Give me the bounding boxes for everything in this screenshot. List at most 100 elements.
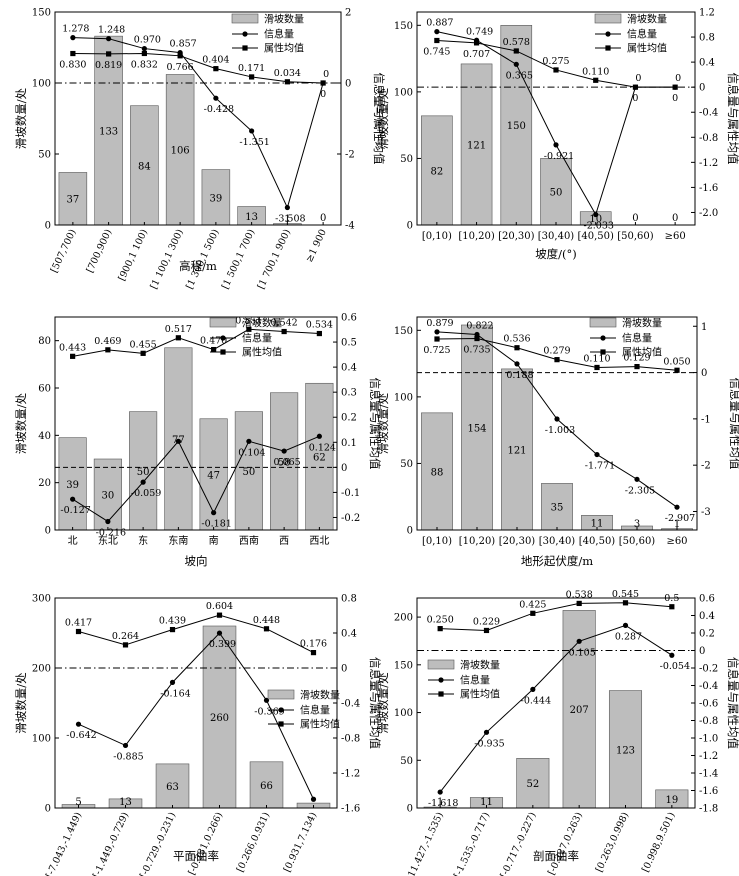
attr-mean-point-8 <box>316 330 322 337</box>
legend-label-1: 滑坡数量 <box>622 317 662 330</box>
bar-label-6: 3 <box>634 519 640 530</box>
info-label-5: -1.771 <box>585 461 615 472</box>
y-right-tick-3: 0 <box>345 79 351 90</box>
plot-frame <box>54 11 342 226</box>
attr-label-5: 0.448 <box>253 615 280 626</box>
info-label-2: 1.248 <box>98 25 125 36</box>
info-label-4: 0.857 <box>170 39 197 50</box>
y-right-tick-6: 0 <box>699 83 705 94</box>
attr-mean-point-1 <box>70 353 76 359</box>
attr-mean-point-4 <box>554 357 560 363</box>
x-tick-2: [-1.449,-0.729) <box>91 811 131 876</box>
attr-label-7: 0.050 <box>663 356 690 367</box>
info-label-8: 0.124 <box>309 442 336 453</box>
x-tick-3: [900,1 100) <box>117 228 151 283</box>
info-label-1: -0.127 <box>60 505 90 516</box>
y-right-tick-9: 0.6 <box>341 313 357 324</box>
info-label-3: 0.365 <box>506 70 533 81</box>
attr-label-4: 0.275 <box>542 56 569 67</box>
y-right-tick-12: 0.4 <box>699 611 715 622</box>
info-label-2: 0.749 <box>466 26 493 37</box>
bar-label-4: 50 <box>550 188 563 199</box>
info-label-6: 0.104 <box>238 447 265 458</box>
info-value-point-1 <box>70 496 76 502</box>
attr-label-4: 0.517 <box>165 324 192 335</box>
attr-mean-line <box>78 614 314 654</box>
bar-label-1: 37 <box>67 195 80 206</box>
chart-panel-6: 1 115220712319-1.618-0.935-0.4440.1050.28… <box>376 589 739 876</box>
x-tick-7: 西 <box>279 536 289 547</box>
attr-mean-point-2 <box>483 627 490 634</box>
y-right-tick-5: 1 <box>701 322 707 333</box>
y-left-tick-2: 20 <box>38 478 51 489</box>
x-tick-1: [-11.427,-1.535) <box>403 811 446 876</box>
chart-panel-3: 3930507747505862-0.127-0.216-0.059-0.181… <box>14 313 382 569</box>
y-left-tick-4: 300 <box>32 594 51 605</box>
y-right-tick-7: 0.4 <box>699 58 715 69</box>
info-value-line <box>439 624 673 793</box>
attr-label-1: 0.417 <box>65 618 92 629</box>
y-left-axis-label: 滑坡数量/处 <box>14 672 28 734</box>
attr-label-4: 0.279 <box>543 346 570 357</box>
y-right-tick-1: -4 <box>345 221 355 232</box>
y-right-tick-1: -1.6 <box>341 804 360 815</box>
attr-mean-point-6 <box>669 604 675 610</box>
attr-label-1: 0.745 <box>423 47 450 58</box>
info-label-6: -2.305 <box>625 485 655 496</box>
legend-label-2: 信息量 <box>460 674 490 687</box>
y-right-tick-2: -1.6 <box>699 183 718 194</box>
y-right-axis-label: 信息量与属性均值 <box>726 73 739 165</box>
bar-label-3: 52 <box>526 779 539 790</box>
legend-bar-swatch <box>267 689 295 700</box>
y-right-tick-5: 0.2 <box>341 413 357 424</box>
attr-mean-point-4 <box>175 335 181 341</box>
bar-label-4: 207 <box>570 705 589 716</box>
bar-label-6: 13 <box>245 212 258 223</box>
bar-label-6: 50 <box>243 467 256 478</box>
bar-label-3: 150 <box>507 121 526 132</box>
info-label-5: -2.033 <box>584 221 614 232</box>
attr-label-5: 0.404 <box>202 55 229 66</box>
y-left-tick-2: 50 <box>400 154 413 165</box>
y-left-tick-3: 100 <box>394 87 413 98</box>
info-value-point-6 <box>310 796 317 802</box>
info-label-7: -2.907 <box>665 513 695 524</box>
attr-mean-point-2 <box>105 347 111 353</box>
y-right-tick-11: 0.2 <box>699 629 715 640</box>
bar-label-2: 13 <box>119 797 132 808</box>
legend-bar-swatch <box>589 317 617 328</box>
attr-mean-point-4 <box>553 67 559 73</box>
y-left-tick-3: 100 <box>394 708 413 719</box>
bar-label-8: 62 <box>313 453 326 464</box>
info-value-point-6 <box>249 128 255 134</box>
bar-2 <box>93 458 122 531</box>
legend-label-3: 属性均值 <box>242 346 282 359</box>
y-right-axis-label: 信息量与属性均值 <box>372 73 386 165</box>
y-right-tick-6: 0.4 <box>341 629 357 640</box>
bar-1 <box>58 172 88 226</box>
info-value-point-5 <box>594 451 600 458</box>
x-tick-1: [0,10) <box>422 536 452 547</box>
bar-label-7: 1 <box>674 519 680 530</box>
attr-mean-line <box>72 52 324 84</box>
bar-label-5: 66 <box>260 781 273 792</box>
info-value-point-1 <box>437 789 443 795</box>
y-left-tick-2: 50 <box>400 756 413 767</box>
x-tick-3: 东 <box>138 534 148 547</box>
attr-label-1: 0.830 <box>59 60 86 71</box>
attr-label-3: 0.455 <box>130 339 157 350</box>
y-right-tick-2: -1.6 <box>699 786 718 797</box>
y-right-tick-8: 0.8 <box>699 33 715 44</box>
x-tick-1: [507,700) <box>49 228 79 275</box>
x-tick-2: [10,20) <box>459 536 496 547</box>
info-value-point-6 <box>634 476 640 482</box>
y-right-tick-2: -2 <box>345 150 355 161</box>
y-left-axis-label: 滑坡数量/处 <box>14 392 28 454</box>
info-label-3: 0.970 <box>134 35 161 46</box>
bar-label-1: 82 <box>430 166 443 177</box>
bar-label-1: 1 <box>437 797 443 808</box>
